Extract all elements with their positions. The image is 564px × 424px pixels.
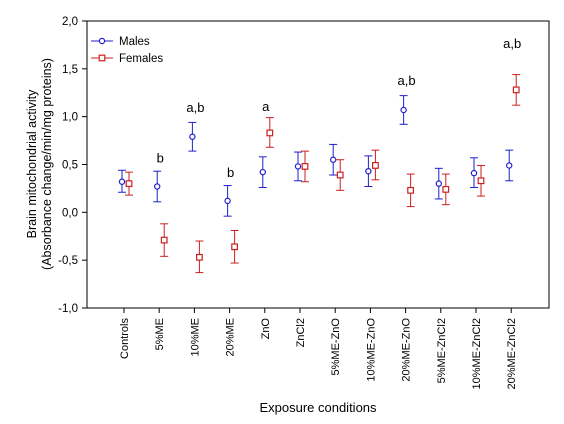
data-point: [477, 177, 485, 185]
data-point: [336, 171, 344, 179]
series-females: [125, 74, 521, 274]
significance-label: b: [227, 165, 234, 180]
y-tick-label: 2,0: [62, 16, 78, 28]
data-point: [512, 86, 520, 94]
x-tick-label: 5%ME: [154, 318, 166, 350]
y-tick-label: 1,0: [62, 112, 78, 124]
y-tick-label: 0,5: [62, 160, 78, 172]
x-tick-label: 5%ME-ZnCl2: [436, 318, 448, 383]
x-tick-label: 20%ME: [225, 318, 237, 357]
data-point: [435, 180, 442, 187]
data-point: [125, 180, 133, 188]
series-males: [118, 95, 514, 217]
x-tick-label: 10%ME-ZnCl2: [471, 318, 483, 390]
x-tick-label: 10%ME-ZnO: [365, 318, 377, 382]
data-point: [266, 129, 274, 137]
data-point: [400, 106, 407, 114]
x-tick-label: 20%ME-ZnCl2: [506, 318, 518, 390]
legend-marker: [98, 37, 106, 45]
y-tick-label: 0,0: [62, 207, 78, 219]
legend-label: Males: [119, 36, 150, 48]
data-point: [294, 163, 302, 170]
x-tick-label: 5%ME-ZnO: [330, 318, 342, 376]
significance-label: b: [157, 151, 164, 166]
data-point: [372, 162, 379, 169]
data-point: [153, 183, 161, 190]
x-tick-label: ZnO: [260, 318, 272, 340]
significance-label: a,b: [186, 100, 204, 115]
data-point: [160, 236, 168, 244]
x-tick-label: 10%ME: [189, 318, 201, 357]
y-tick-label: 1,5: [62, 64, 78, 76]
significance-label: a: [262, 99, 270, 114]
x-tick-label: ZnCl2: [295, 318, 307, 347]
y-axis-label-line-1: Brain mitochondrial activity: [25, 89, 39, 238]
data-point: [118, 178, 126, 185]
x-axis: Controls 5%ME 10%ME 20%ME ZnO ZnCl2 5%ME-ZnO 10…: [119, 308, 518, 390]
significance-label: a,b: [398, 73, 416, 88]
legend-label: Females: [119, 53, 163, 65]
y-tick-label: -0,5: [58, 255, 78, 267]
significance-label: a,b: [503, 36, 521, 51]
plot-frame: [86, 20, 550, 309]
data-point: [506, 162, 513, 169]
data-point: [365, 167, 372, 175]
x-tick-label: Controls: [119, 318, 131, 359]
data-point: [196, 253, 203, 261]
y-axis: -1,0 -0,5 0,0 0,5 1,0 1,5 2,0: [58, 16, 87, 315]
data-marks: [118, 74, 521, 274]
x-tick-label: 20%ME-ZnO: [401, 318, 413, 382]
y-axis-label: Brain mitochondrial activity (Absorbance…: [25, 58, 54, 270]
data-point: [189, 133, 196, 140]
data-point: [301, 163, 309, 170]
legend: Males Females: [91, 36, 163, 65]
data-point: [470, 169, 478, 177]
data-point: [259, 168, 266, 176]
data-point: [231, 243, 239, 251]
annotations: b a,b b a a,b a,b: [157, 36, 522, 180]
data-point: [407, 186, 414, 194]
x-axis-label: Exposure conditions: [259, 400, 377, 415]
data-point: [442, 185, 450, 193]
data-point: [330, 156, 337, 163]
y-tick-label: -1,0: [58, 303, 78, 315]
data-point: [224, 197, 231, 205]
y-axis-label-line-2: (Absorbance change/min/mg proteins): [40, 58, 54, 270]
legend-marker: [98, 54, 106, 62]
